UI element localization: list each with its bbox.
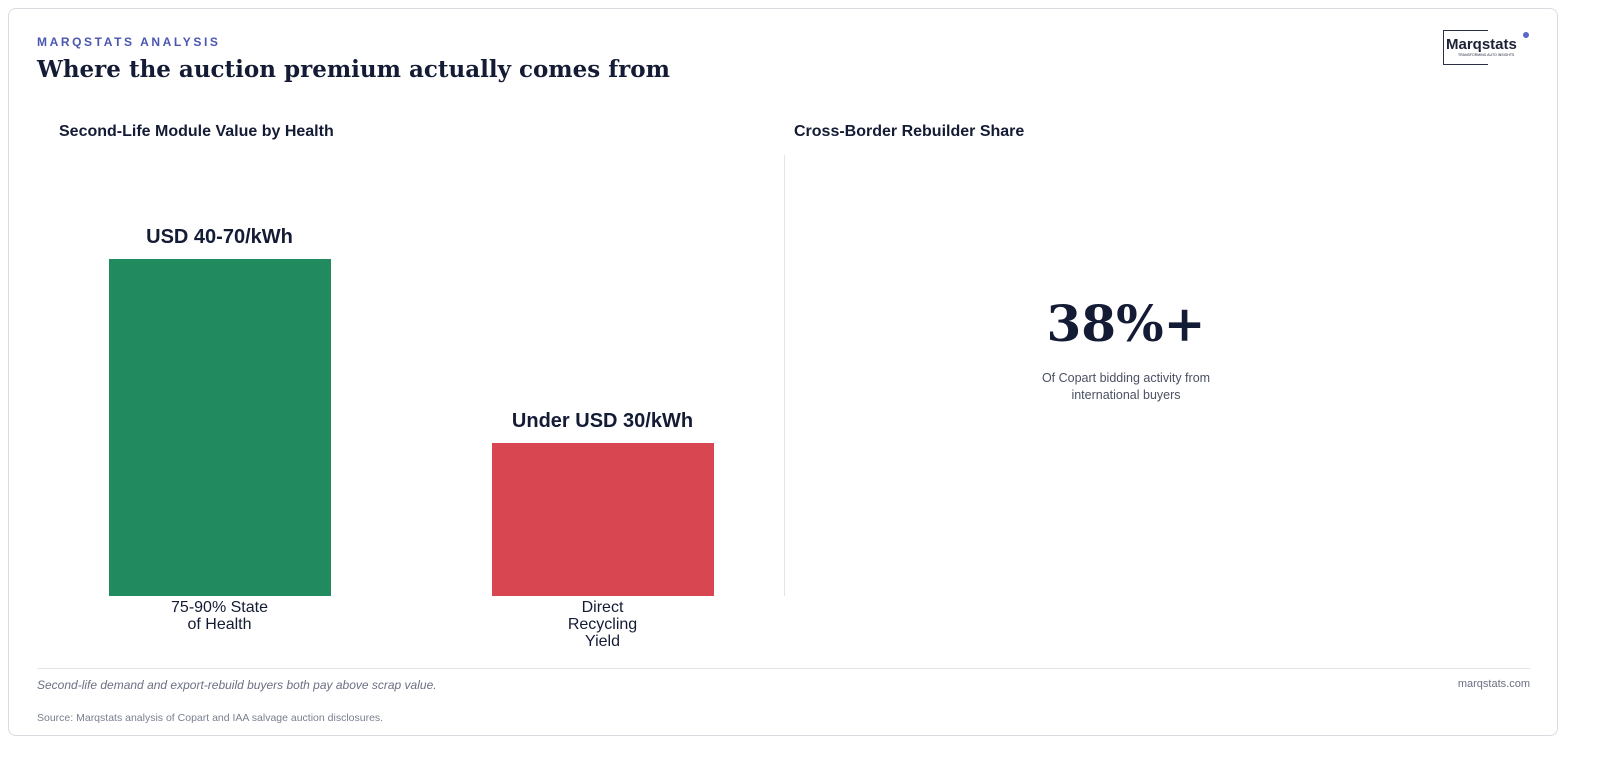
footer-source: Source: Marqstats analysis of Copart and… bbox=[37, 712, 384, 724]
divider bbox=[784, 155, 785, 596]
footer-site: marqstats.com bbox=[1457, 678, 1530, 690]
footer-rule bbox=[37, 668, 1530, 669]
x-tick-label: Direct Recycling Yield bbox=[567, 599, 638, 650]
stat-caption: Of Copart bidding activity from internat… bbox=[1041, 371, 1211, 402]
logo-text: Marqstats bbox=[1446, 36, 1517, 53]
value-label: USD 40-70/kWh bbox=[146, 226, 293, 248]
logo bbox=[1443, 30, 1488, 65]
stat-value: 38%+ bbox=[1046, 294, 1206, 353]
logo-dot bbox=[1523, 32, 1529, 38]
card bbox=[8, 8, 1558, 736]
footer-note: Second-life demand and export-rebuild bu… bbox=[37, 678, 437, 692]
page-title: Where the auction premium actually comes… bbox=[37, 56, 670, 83]
eyebrow: MARQSTATS ANALYSIS bbox=[37, 35, 221, 49]
logo-tagline: TRANSFORMING AUTO INSIGHTS bbox=[1458, 53, 1515, 57]
panel-title: Cross-Border Rebuilder Share bbox=[794, 123, 1025, 140]
panel-title: Second-Life Module Value by Health bbox=[59, 123, 334, 140]
x-tick-label: 75-90% State of Health bbox=[171, 599, 268, 633]
value-label: Under USD 30/kWh bbox=[511, 409, 694, 432]
bar bbox=[491, 442, 714, 596]
bar bbox=[108, 259, 331, 596]
